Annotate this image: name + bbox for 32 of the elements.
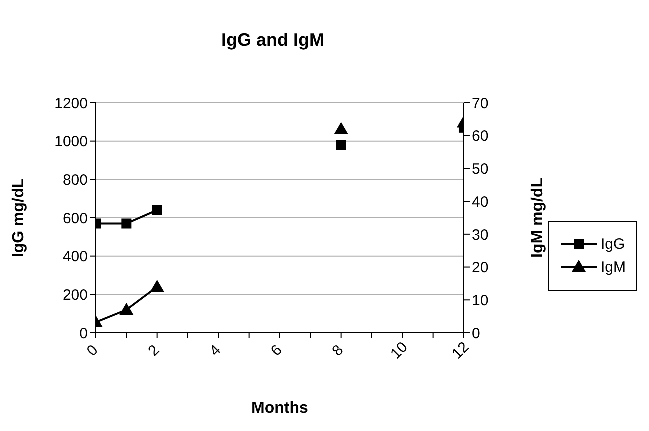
point: [150, 280, 164, 292]
x-tick-label: 2: [145, 342, 164, 360]
y2-axis-title: IgM mg/dL: [530, 178, 547, 258]
y-axis-title: IgG mg/dL: [10, 178, 28, 258]
y-tick-label: 0: [80, 325, 88, 342]
x-tick-label: 6: [268, 342, 286, 360]
point: [122, 218, 132, 229]
y2-tick-label: 50: [472, 161, 489, 178]
y2-tick-label: 70: [472, 95, 489, 112]
point: [120, 303, 134, 315]
y-tick-label: 1200: [54, 95, 88, 112]
y2-tick-label: 0: [472, 325, 480, 342]
y-tick-label: 1000: [54, 134, 88, 151]
y2-tick-label: 30: [472, 226, 489, 244]
legend-label: IgM: [600, 258, 626, 276]
x-tick-label: 4: [206, 342, 224, 360]
y2-tick-label: 40: [472, 194, 489, 211]
y-tick-label: 800: [62, 172, 88, 189]
y-tick-label: 600: [62, 210, 88, 228]
y-tick-label: 400: [62, 248, 88, 266]
legend-label: IgG: [600, 236, 626, 252]
chart-title: IgG and IgM: [220, 30, 326, 51]
point: [152, 205, 162, 216]
y2-tick-label: 60: [472, 128, 489, 146]
x-tick-label: 10: [388, 338, 412, 363]
y-tick-label: 200: [62, 286, 88, 304]
x-tick-label: 0: [84, 342, 102, 360]
y2-tick-label: 20: [472, 260, 489, 277]
x-axis-title: Months: [252, 400, 309, 417]
x-tick-label: 8: [329, 342, 348, 360]
x-tick-label: 12: [448, 338, 473, 363]
y2-tick-label: 10: [472, 292, 489, 310]
